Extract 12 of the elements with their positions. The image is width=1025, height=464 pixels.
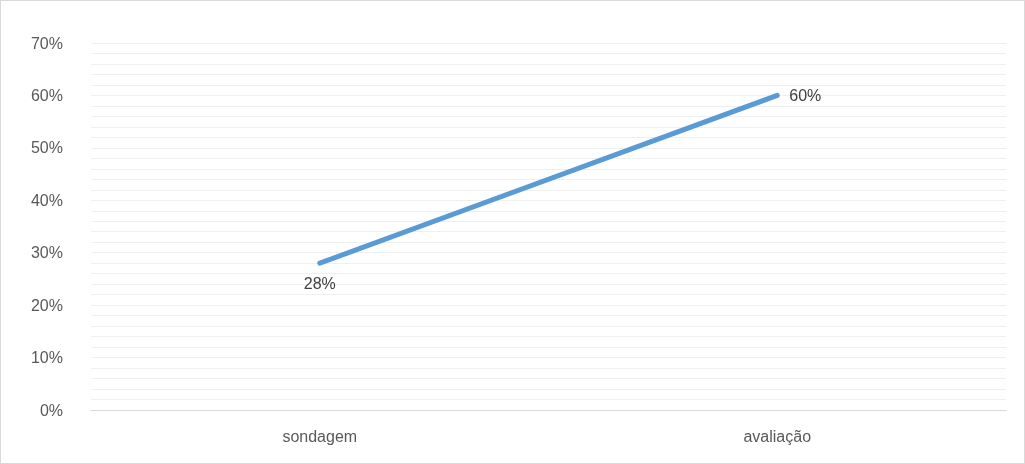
y-tick-label: 40%	[30, 191, 63, 209]
x-tick-label: sondagem	[282, 427, 358, 445]
data-label: 60%	[789, 86, 822, 104]
y-tick-label: 50%	[30, 139, 63, 157]
x-tick-label: avaliação	[743, 427, 812, 445]
y-tick-label: 60%	[30, 86, 63, 104]
data-label: 28%	[303, 274, 336, 292]
y-tick-label: 20%	[30, 296, 63, 314]
y-tick-label: 70%	[30, 34, 63, 52]
y-tick-label: 30%	[30, 244, 63, 262]
y-tick-label: 10%	[30, 349, 63, 367]
y-tick-label: 0%	[39, 401, 63, 419]
